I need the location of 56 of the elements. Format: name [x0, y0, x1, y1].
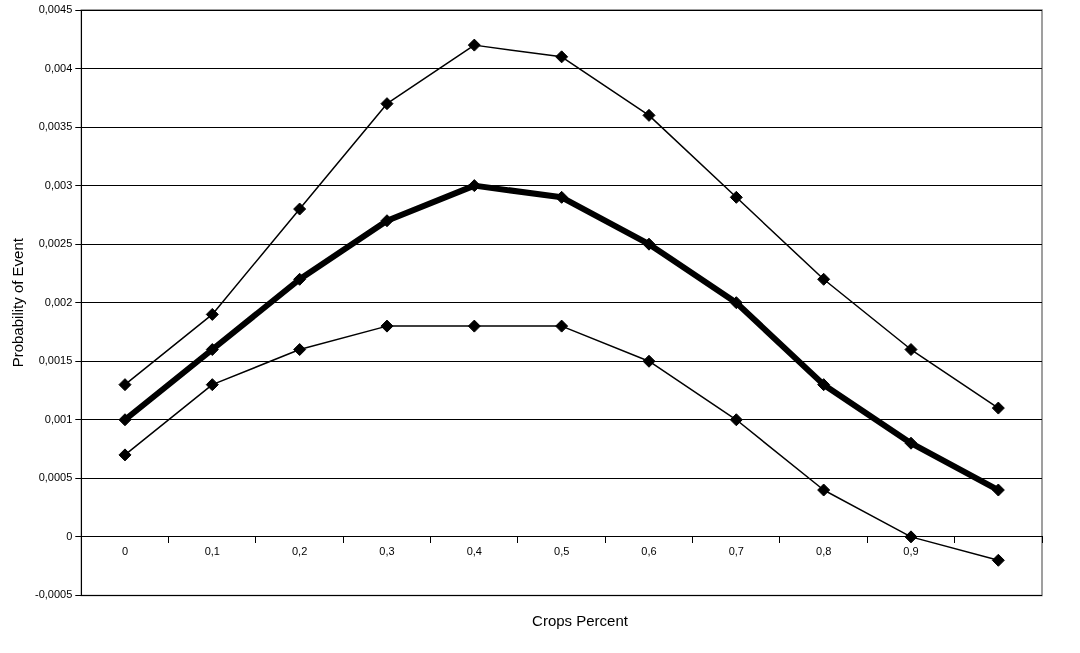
point: [904, 343, 918, 357]
point: [467, 319, 481, 333]
point: [642, 237, 656, 251]
point: [904, 530, 918, 544]
y-tick-label: 0,002: [44, 295, 73, 308]
point: [991, 483, 1005, 497]
y-tick-label: 0,003: [44, 178, 73, 191]
point: [729, 296, 743, 310]
x-tick-label: 0,1: [204, 545, 220, 558]
point: [991, 553, 1005, 567]
point: [205, 307, 219, 321]
y-tick-label: 0,0015: [38, 354, 73, 367]
y-tick-label: 0,0005: [38, 471, 73, 484]
y-tick-label: 0: [66, 529, 73, 542]
point: [555, 319, 569, 333]
point: [729, 190, 743, 204]
x-axis-title: Crops Percent: [531, 612, 629, 629]
y-tick-label: 0,0045: [38, 3, 73, 16]
x-tick-label: 0,6: [641, 545, 657, 558]
point: [205, 378, 219, 392]
point: [817, 483, 831, 497]
x-tick-label: 0,2: [292, 545, 308, 558]
point: [467, 38, 481, 52]
point: [729, 413, 743, 427]
point: [467, 179, 481, 193]
point: [205, 343, 219, 357]
point: [642, 108, 656, 122]
y-tick-label: 0,004: [44, 61, 73, 74]
x-tick-label: 0,9: [903, 545, 919, 558]
point: [991, 401, 1005, 415]
point: [642, 354, 656, 368]
point: [118, 448, 132, 462]
point: [293, 343, 307, 357]
y-tick-label: 0,001: [44, 412, 73, 425]
point: [380, 214, 394, 228]
x-tick-label: 0,4: [466, 545, 482, 558]
point: [555, 190, 569, 204]
point: [904, 436, 918, 450]
point: [380, 319, 394, 333]
point: [380, 97, 394, 111]
x-tick-label: 0,3: [379, 545, 395, 558]
point: [118, 378, 132, 392]
point: [293, 272, 307, 286]
x-tick-label: 0,5: [554, 545, 570, 558]
point: [293, 202, 307, 216]
x-tick-label: 0,7: [728, 545, 744, 558]
y-tick-label: 0,0035: [38, 120, 73, 133]
point: [817, 378, 831, 392]
x-tick-label: 0,8: [816, 545, 832, 558]
point: [118, 413, 132, 427]
y-axis-title: Probability of Event: [9, 237, 27, 368]
y-tick-label: -0,0005: [35, 588, 73, 601]
point: [817, 272, 831, 286]
x-tick-label: 0: [121, 545, 129, 558]
point: [555, 50, 569, 64]
y-tick-label: 0,0025: [38, 237, 73, 250]
